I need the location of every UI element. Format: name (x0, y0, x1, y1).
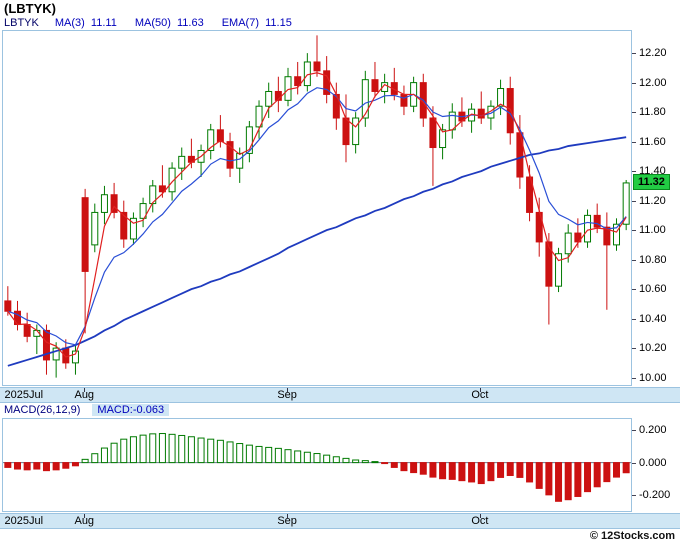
price-tick-mark (632, 318, 636, 320)
legend-item: MA(50) 11.63 (134, 17, 204, 29)
legend: LBTYK MA(3) 11.11 MA(50) 11.63 EMA(7) 11.15 (4, 17, 310, 29)
price-tick-mark (632, 141, 636, 143)
price-tick-mark (632, 377, 636, 379)
price-tick-label: 10.60 (639, 283, 667, 296)
macd-header: MACD(26,12,9) MACD:-0.063 (4, 404, 170, 416)
price-tick-label: 11.60 (639, 135, 666, 148)
month-tick-mark (287, 388, 289, 392)
price-tick-label: 11.20 (639, 194, 666, 207)
month-tick-mark (479, 514, 481, 518)
price-axis: 12.20 12.00 11.80 11.60 11.40 11.20 11.00 10.80… (632, 31, 680, 385)
month-tick-mark (84, 514, 86, 518)
copyright-label: © 12Stocks.com (589, 530, 675, 542)
macd-axis: 0.200 0.000 -0.200 (632, 419, 680, 511)
price-tick-label: 11.80 (639, 106, 666, 119)
price-tick-label: 10.80 (639, 253, 667, 266)
legend-item: MA(3) 11.11 (54, 17, 117, 29)
legend-items: MA(3) 11.11 MA(50) 11.63 EMA(7) 11.15 (55, 17, 310, 29)
macd-tick-mark (632, 494, 636, 496)
price-tick-label: 12.20 (639, 47, 667, 60)
month-label: Aug (74, 515, 95, 527)
macd-plot (2, 418, 632, 512)
macd-tick-label: 0.000 (639, 456, 667, 469)
macd-tick-label: 0.200 (639, 424, 667, 437)
page-title: (LBTYK) (4, 1, 56, 16)
price-tick-label: 11.00 (639, 224, 666, 237)
month-label: Oct (471, 389, 489, 401)
month-label: Aug (74, 389, 95, 401)
legend-symbol: LBTYK (4, 17, 39, 29)
candlestick-canvas (4, 35, 630, 378)
month-label: 2025Jul (4, 389, 44, 401)
price-tick-mark (632, 259, 636, 261)
price-tick-mark (632, 53, 636, 55)
legend-item: EMA(7) 11.15 (221, 17, 292, 29)
month-label: Sep (277, 515, 297, 527)
price-tick-mark (632, 289, 636, 291)
price-tick-mark (632, 82, 636, 84)
month-tick-mark (84, 388, 86, 392)
month-label: Sep (277, 389, 297, 401)
month-label: Oct (471, 515, 489, 527)
price-tick-mark (632, 230, 636, 232)
price-tick-label: 10.00 (639, 371, 667, 384)
macd-tick-mark (632, 430, 636, 432)
price-tick-mark (632, 171, 636, 173)
price-tick-mark (632, 112, 636, 114)
month-label: 2025Jul (4, 515, 44, 527)
month-tick-mark (479, 388, 481, 392)
date-axis-top: 2025Jul Aug Sep Oct (0, 387, 680, 403)
price-tick-label: 10.20 (639, 342, 667, 355)
macd-tick-mark (632, 462, 636, 464)
price-tick-mark (632, 348, 636, 350)
month-tick-mark (287, 514, 289, 518)
price-tick-label: 10.40 (639, 312, 667, 325)
macd-tick-label: -0.200 (639, 488, 671, 501)
price-plot (2, 30, 632, 386)
last-price-badge: 11.32 (633, 173, 670, 190)
macd-params-label: MACD(26,12,9) (4, 404, 81, 416)
price-tick-label: 12.00 (639, 76, 667, 89)
price-tick-mark (632, 200, 636, 202)
macd-value-label: MACD:-0.063 (92, 404, 170, 416)
macd-canvas (3, 433, 631, 502)
date-axis-bottom: 2025Jul Aug Sep Oct (0, 513, 680, 529)
